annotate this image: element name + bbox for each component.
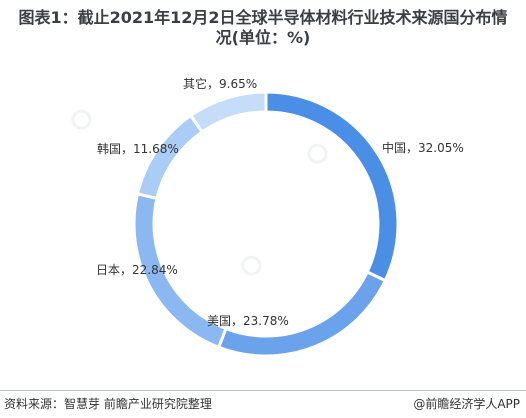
brand-note: @前瞻经济学人APP — [413, 397, 520, 411]
donut-slice — [188, 90, 268, 135]
slice-label: 韩国，11.68% — [97, 141, 179, 156]
source-note: 资料来源：智慧芽 前瞻产业研究院整理 — [4, 397, 212, 411]
chart-title: 图表1：截止2021年12月2日全球半导体材料行业技术来源国分布情 况(单位：%… — [0, 8, 526, 48]
chart-title-line-1: 图表1：截止2021年12月2日全球半导体材料行业技术来源国分布情 — [18, 8, 508, 27]
chart-title-line-2: 况(单位：%) — [215, 28, 311, 47]
slice-label: 日本，22.84% — [96, 263, 178, 277]
slice-layer — [132, 90, 400, 358]
slice-label: 其它，9.65% — [183, 76, 257, 91]
donut-slice — [135, 113, 205, 201]
chart-footer: 资料来源：智慧芽 前瞻产业研究院整理 @前瞻经济学人APP — [0, 390, 526, 418]
label-layer: 中国，32.05% 美国，23.78% 日本，22.84% 韩国，11.68% 其它，9… — [96, 76, 464, 328]
slice-label: 美国，23.78% — [207, 314, 289, 328]
donut-slice — [264, 90, 400, 283]
slice-label: 中国，32.05% — [382, 140, 464, 155]
